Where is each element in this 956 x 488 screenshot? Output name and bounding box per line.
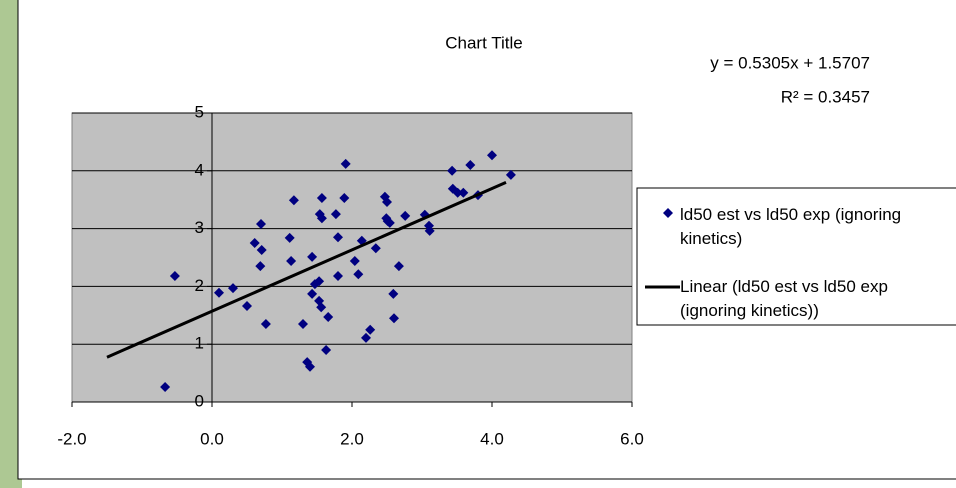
x-tick-label: -2.0 [57, 429, 86, 448]
data-point [316, 213, 327, 224]
data-point [255, 261, 266, 272]
data-point [333, 232, 343, 243]
legend-marker [663, 208, 673, 218]
y-tick-label: 1 [195, 334, 204, 353]
data-point [393, 261, 404, 272]
data-point [242, 301, 252, 312]
plot-area [71, 112, 633, 403]
data-point [214, 287, 224, 298]
legend-label: Linear (ld50 est vs ld50 exp (ignoring k… [680, 277, 888, 320]
data-point [505, 169, 516, 180]
trend-r-squared: R² = 0.3457 [781, 87, 870, 106]
data-point [307, 288, 318, 299]
data-point [228, 283, 238, 294]
data-point [353, 269, 364, 280]
data-point [256, 218, 266, 229]
data-point [349, 255, 360, 266]
data-point [298, 318, 308, 329]
data-point [487, 150, 497, 161]
data-point [452, 187, 463, 198]
data-point [400, 210, 411, 221]
data-point [424, 225, 435, 236]
data-point [316, 302, 327, 313]
data-point [361, 332, 371, 343]
legend-box [636, 187, 956, 326]
data-point [458, 187, 469, 198]
data-point [340, 158, 351, 169]
x-tick-label: 6.0 [620, 429, 644, 448]
data-point [284, 232, 295, 243]
trend-equation: y = 0.5305x + 1.5707 [710, 53, 870, 72]
data-point [384, 217, 395, 228]
data-point [365, 324, 376, 335]
data-point [333, 270, 343, 281]
y-tick-label: 0 [195, 391, 204, 410]
data-point [370, 243, 381, 254]
data-point [316, 192, 327, 203]
data-point [160, 381, 171, 392]
data-point [388, 288, 399, 299]
data-point [321, 344, 332, 355]
data-point [286, 255, 297, 266]
data-point [389, 313, 399, 324]
chart-title: Chart Title [445, 33, 522, 52]
x-tick-label: 4.0 [480, 429, 504, 448]
data-point [305, 361, 315, 372]
data-point [339, 192, 350, 203]
data-point [323, 312, 334, 323]
data-point [382, 197, 392, 208]
y-tick-label: 3 [195, 218, 204, 237]
y-tick-label: 5 [195, 102, 204, 121]
data-point [330, 209, 341, 220]
y-tick-label: 2 [195, 276, 204, 295]
data-point [465, 160, 476, 171]
data-point [260, 318, 271, 329]
data-point [249, 238, 260, 249]
legend-label: ld50 est vs ld50 exp (ignoring kinetics) [680, 205, 902, 248]
x-tick-label: 2.0 [340, 429, 364, 448]
data-point [447, 165, 458, 176]
x-tick-label: 0.0 [200, 429, 224, 448]
data-point [307, 251, 318, 262]
data-point [314, 276, 325, 287]
data-point [256, 244, 267, 255]
data-point [169, 270, 180, 281]
data-point [288, 195, 299, 206]
y-tick-label: 4 [195, 160, 204, 179]
trendline [106, 181, 507, 359]
